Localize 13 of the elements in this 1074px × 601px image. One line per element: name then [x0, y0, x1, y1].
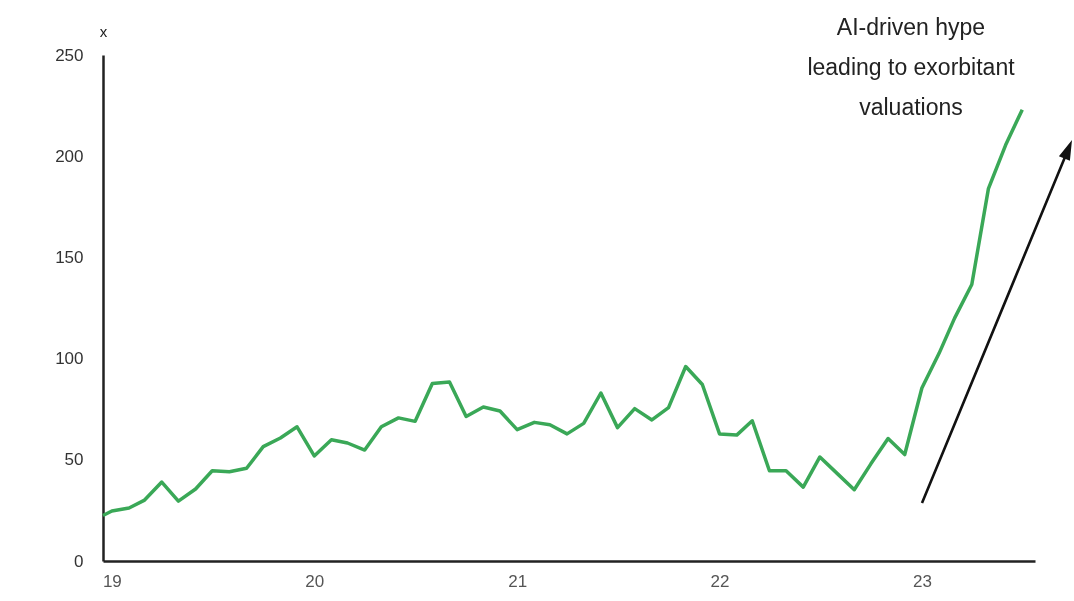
y-tick-label: 0 [74, 551, 84, 571]
x-tick-label: 22 [710, 571, 730, 591]
y-tick-label: 100 [55, 349, 84, 369]
y-tick-label: 250 [55, 45, 84, 65]
y-tick-label: 50 [64, 450, 84, 470]
x-tick-label: 23 [912, 571, 932, 591]
annotation: AI-driven hype leading to exorbitant valuations [807, 14, 1016, 120]
x-tick-label: 20 [305, 571, 325, 591]
x-tick-label: 19 [102, 571, 122, 591]
y-tick-label: 150 [55, 247, 84, 267]
y-tick-label: 200 [55, 146, 84, 166]
x-tick-label: 21 [508, 571, 528, 591]
y-axis-title: x [99, 22, 108, 40]
